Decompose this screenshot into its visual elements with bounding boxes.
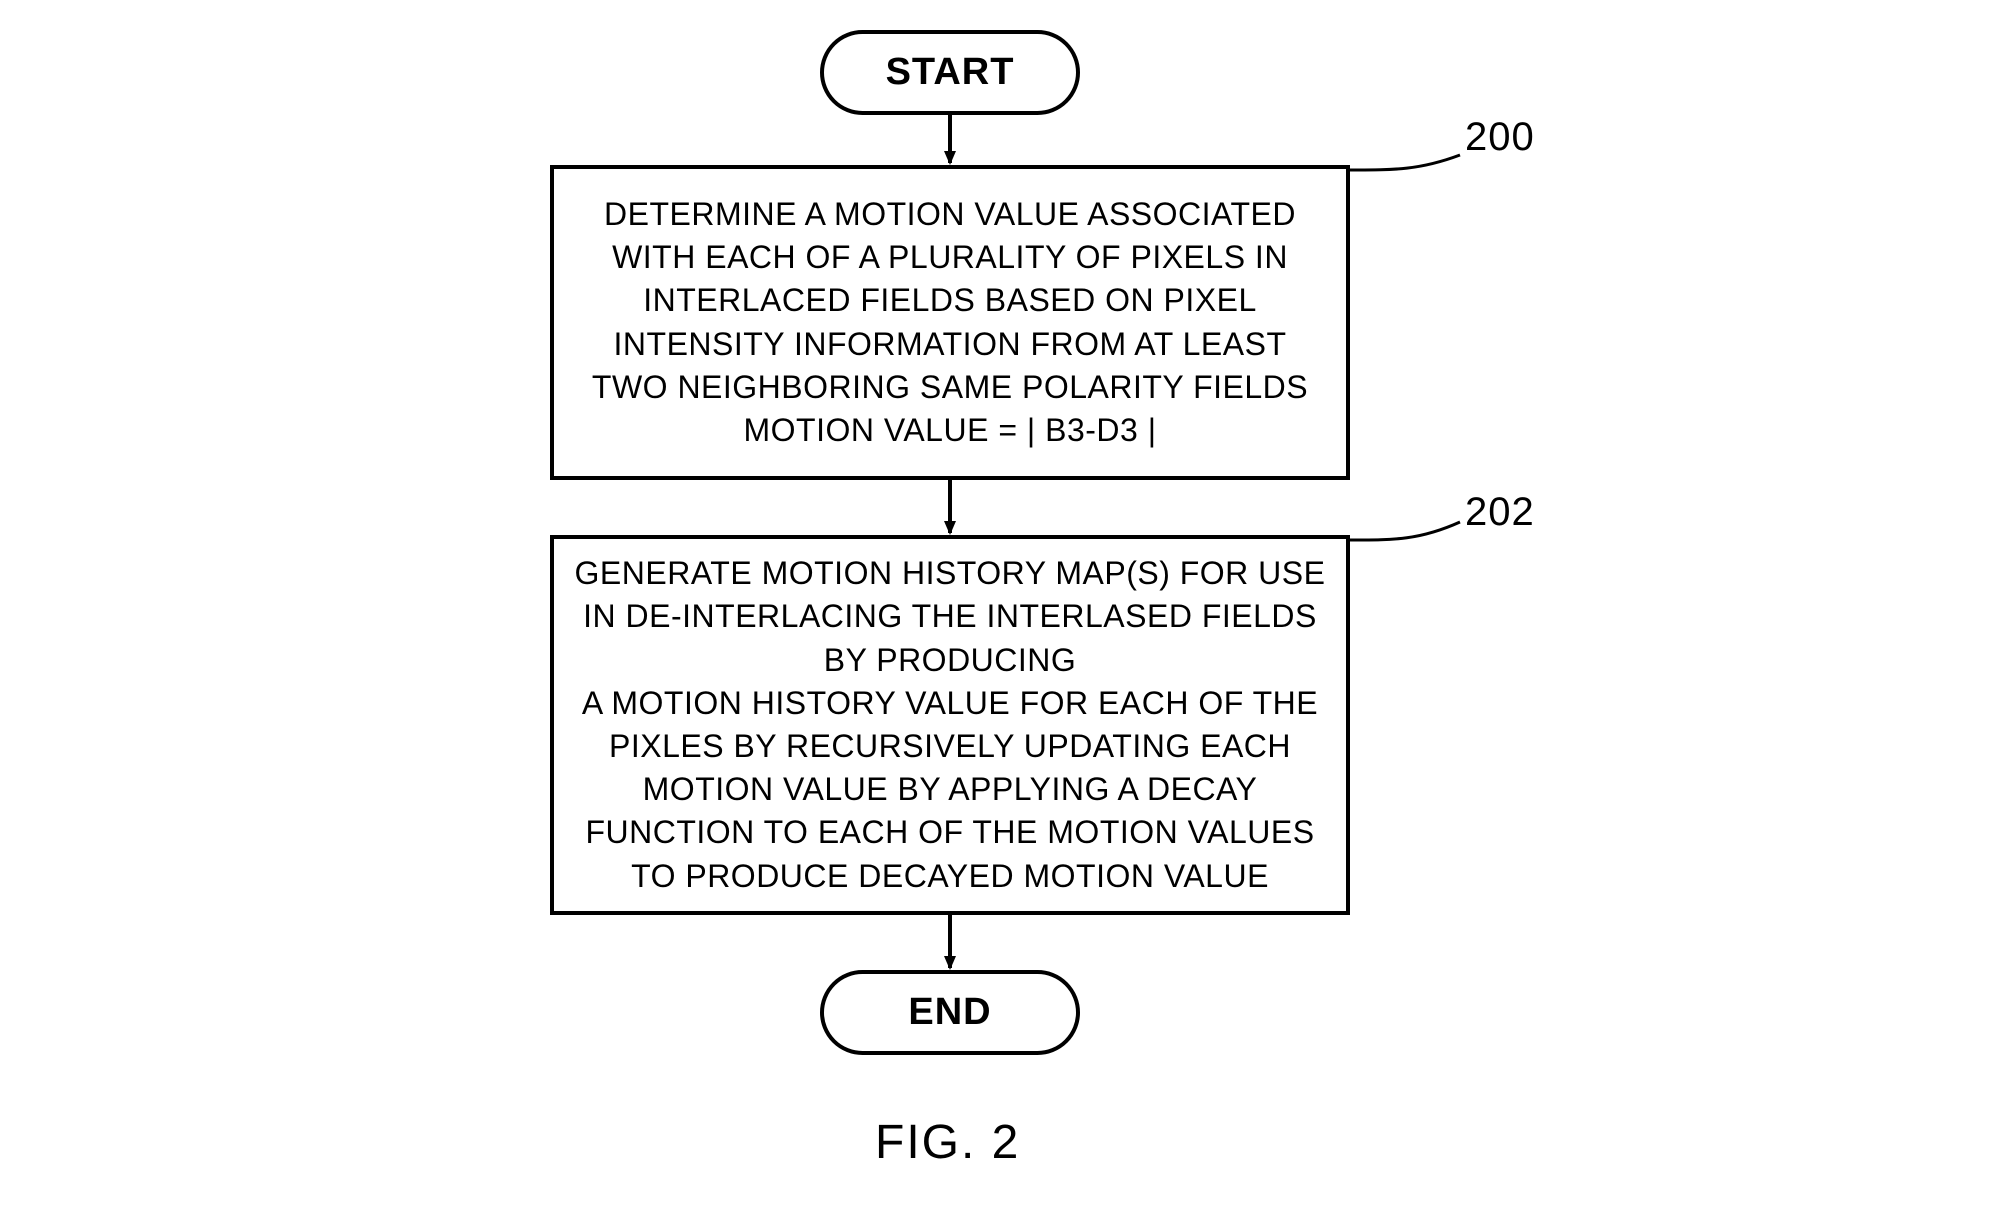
process-1-text: DETERMINE A MOTION VALUE ASSOCIATED WITH…	[592, 193, 1308, 452]
process-2-text: GENERATE MOTION HISTORY MAP(S) FOR USE I…	[575, 552, 1326, 898]
process-generate-motion-history-map: GENERATE MOTION HISTORY MAP(S) FOR USE I…	[550, 535, 1350, 915]
figure-label: FIG. 2	[875, 1115, 1020, 1170]
callout-leader-200	[1350, 155, 1460, 170]
callout-leader-202	[1350, 522, 1460, 540]
process-determine-motion-value: DETERMINE A MOTION VALUE ASSOCIATED WITH…	[550, 165, 1350, 480]
terminator-end-label: END	[908, 991, 991, 1034]
flowchart-canvas: START DETERMINE A MOTION VALUE ASSOCIATE…	[0, 0, 2004, 1205]
callout-202: 202	[1465, 490, 1535, 535]
terminator-start-label: START	[886, 51, 1015, 94]
terminator-end: END	[820, 970, 1080, 1055]
terminator-start: START	[820, 30, 1080, 115]
callout-200: 200	[1465, 115, 1535, 160]
